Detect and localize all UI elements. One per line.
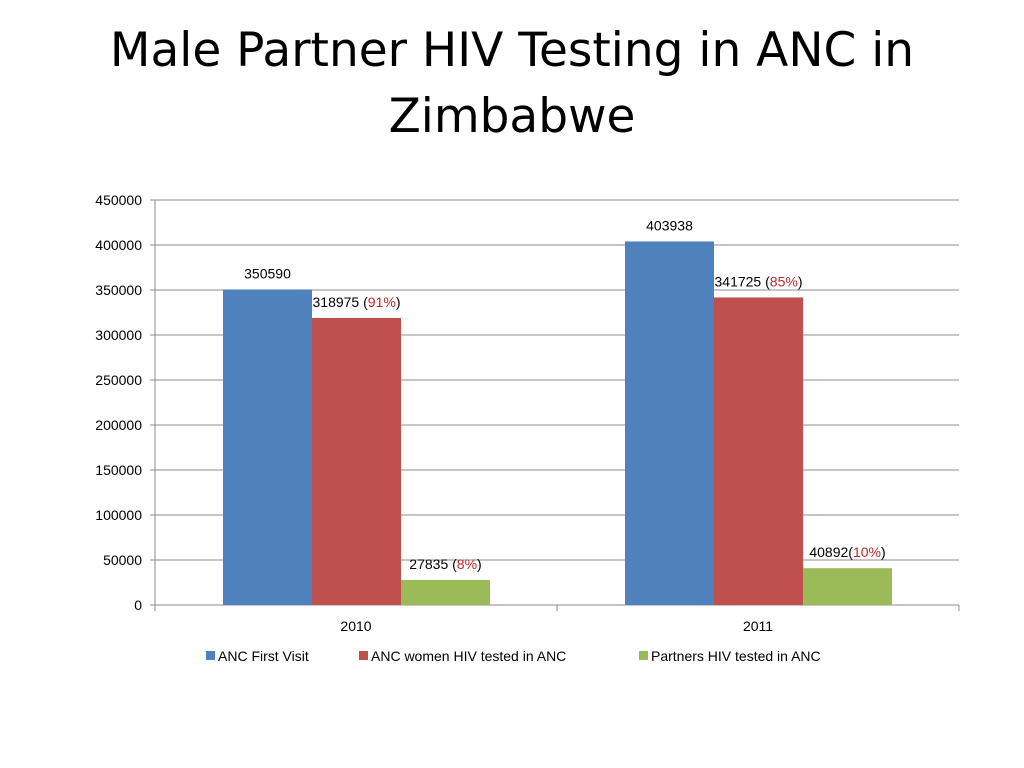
slide-title: Male Partner HIV Testing in ANC in Zimba… [0,18,1024,150]
data-label: 350590 [244,265,291,281]
bar [401,579,490,605]
slide-title-line-2: Zimbabwe [388,89,636,144]
data-label: 341725 (85%) [715,273,803,289]
data-label: 318975 (91%) [313,294,401,310]
legend-label: Partners HIV tested in ANC [651,648,821,664]
legend-swatch [639,651,648,660]
data-label: 40892(10%) [809,544,885,560]
legend-swatch [359,651,368,660]
bar [803,568,892,605]
y-tick-label: 450000 [95,192,142,208]
legend-label: ANC First Visit [218,648,309,664]
y-tick-label: 400000 [95,237,142,253]
data-label: 403938 [646,217,693,233]
legend-swatch [206,651,215,660]
bar [714,297,803,605]
y-tick-label: 350000 [95,282,142,298]
legend-label: ANC women HIV tested in ANC [371,648,566,664]
y-tick-label: 300000 [95,327,142,343]
y-tick-label: 0 [134,597,142,613]
x-tick-label: 2010 [340,618,371,634]
data-label: 27835 (8%) [409,556,481,572]
x-tick-label: 2011 [743,618,773,634]
slide-title-line-1: Male Partner HIV Testing in ANC in [109,23,915,78]
y-tick-label: 250000 [95,372,142,388]
y-tick-label: 150000 [95,462,142,478]
chart-data-labels: 350590 403938 318975 (91%) 341725 (85%) 2783… [244,217,886,571]
bar [312,317,401,605]
y-tick-label: 50000 [103,552,142,568]
chart-bars [223,241,892,605]
y-tick-label: 100000 [95,507,142,523]
y-tick-label: 200000 [95,417,142,433]
chart-legend: ANC First Visit ANC women HIV tested in A… [206,648,821,664]
chart-axes: 0 50000 100000 150000 200000 250000 300000 3500… [95,192,960,634]
bar [223,289,312,605]
bar [625,241,714,605]
